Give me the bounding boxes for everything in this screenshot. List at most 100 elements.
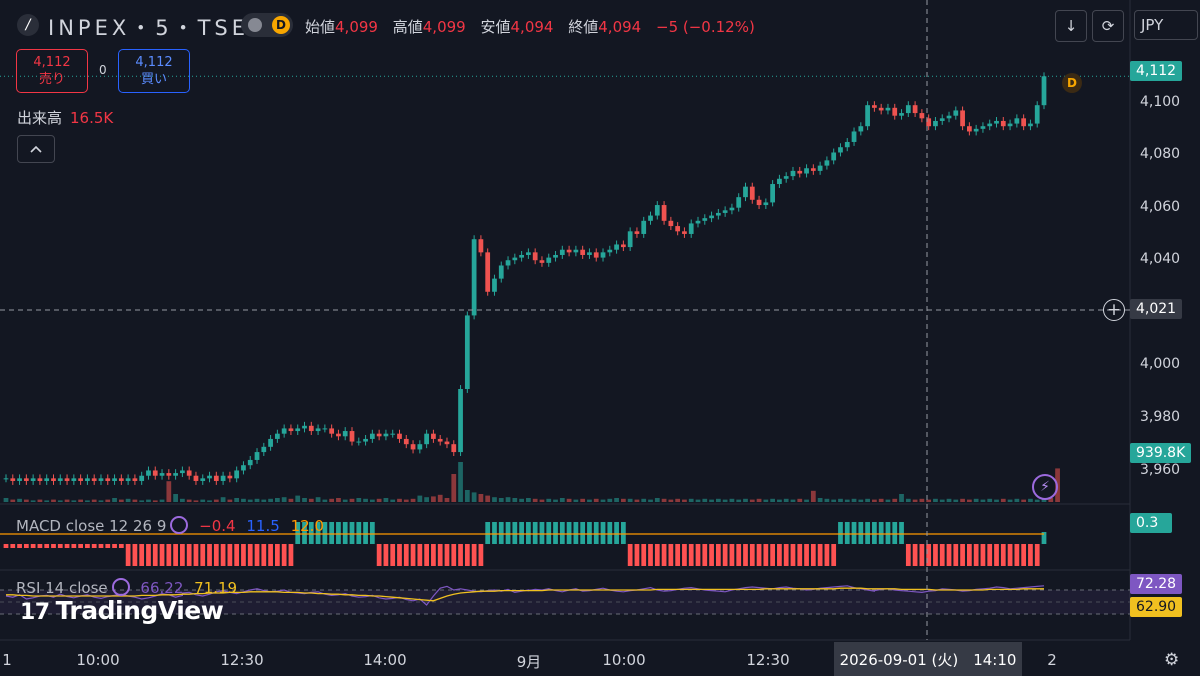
rsi-value-2: 71.19 xyxy=(194,579,238,597)
candle-body xyxy=(369,433,375,439)
volume-bar xyxy=(620,498,626,502)
replay-button[interactable]: ⟳ xyxy=(1092,10,1124,42)
buy-button[interactable]: 4,112 買い xyxy=(118,49,190,93)
candle-body xyxy=(756,199,762,206)
macd-value-3: 12.0 xyxy=(290,517,324,535)
macd-bar xyxy=(858,522,864,544)
macd-bar xyxy=(844,522,850,544)
chevron-up-icon xyxy=(30,145,42,153)
volume-bar xyxy=(315,497,321,502)
volume-bar xyxy=(892,498,898,502)
candle-body xyxy=(593,252,599,258)
volume-bar xyxy=(254,498,260,502)
volume-bar xyxy=(431,496,436,502)
volume-bar xyxy=(933,498,938,502)
symbol-name[interactable]: INPEX・5・TSE xyxy=(48,16,250,40)
candle-body xyxy=(44,478,50,481)
macd-bar xyxy=(1028,544,1033,566)
change-value: −5 (−0.12%) xyxy=(656,18,755,36)
volume-bar xyxy=(872,499,877,502)
macd-bar xyxy=(790,544,796,566)
interval-badge[interactable]: D xyxy=(241,13,293,37)
rsi-legend[interactable]: RSI 14 close 66.22 71.19 xyxy=(16,578,237,597)
macd-bar xyxy=(553,522,558,544)
rsi-value-1: 66.22 xyxy=(140,579,184,597)
candle-body xyxy=(573,249,579,253)
candle-body xyxy=(91,478,97,481)
time-axis-label: 2 xyxy=(1047,651,1057,669)
candle-body xyxy=(274,433,280,439)
macd-bar xyxy=(668,544,674,566)
dividend-marker-icon[interactable]: D xyxy=(1062,73,1082,93)
candle-body xyxy=(1007,123,1013,127)
macd-bar xyxy=(118,544,124,548)
volume-bar xyxy=(227,499,233,502)
macd-bar xyxy=(519,522,524,544)
macd-bar xyxy=(661,544,667,566)
volume-bar xyxy=(220,497,226,502)
volume-bar xyxy=(152,500,158,502)
price-axis-label: 4,000 xyxy=(1140,356,1181,372)
candle-body xyxy=(539,260,545,263)
volume-bar xyxy=(200,499,206,502)
candle-body xyxy=(844,141,850,148)
macd-legend[interactable]: MACD close 12 26 9 −0.4 11.5 12.0 xyxy=(16,516,324,535)
volume-bar xyxy=(478,494,484,502)
volume-bar xyxy=(363,498,368,502)
download-button[interactable]: ↓ xyxy=(1055,10,1087,42)
candle-body xyxy=(410,444,416,450)
candle-body xyxy=(743,186,748,198)
macd-bar xyxy=(64,544,70,548)
currency-select[interactable]: JPY xyxy=(1134,10,1198,40)
macd-bar xyxy=(329,522,335,544)
volume-bar xyxy=(566,498,572,502)
macd-bar xyxy=(973,544,979,566)
macd-bar xyxy=(478,544,484,566)
macd-bar xyxy=(1014,544,1020,566)
symbol-logo-icon[interactable]: / xyxy=(17,14,39,36)
volume-bar xyxy=(532,498,538,502)
candle-body xyxy=(641,220,647,234)
candle-body xyxy=(437,438,443,442)
candle-body xyxy=(709,215,714,219)
settings-gear-icon[interactable]: ⚙ xyxy=(1164,650,1180,670)
macd-bar xyxy=(763,544,769,566)
volume-bar xyxy=(471,492,477,502)
tradingview-logo[interactable]: 17 TradingView xyxy=(20,596,224,625)
macd-bar xyxy=(166,544,172,566)
candle-body xyxy=(227,475,233,479)
macd-settings-icon[interactable] xyxy=(170,516,189,534)
volume-bar xyxy=(1021,499,1027,502)
candle-body xyxy=(390,433,396,435)
open-value: 4,099 xyxy=(335,18,378,36)
rsi-settings-icon[interactable] xyxy=(111,578,130,596)
volume-bar xyxy=(919,498,925,502)
candle-body xyxy=(546,257,552,263)
volume-bar xyxy=(17,498,22,502)
volume-bar xyxy=(559,498,565,502)
collapse-legend-button[interactable] xyxy=(17,135,55,163)
volume-bar xyxy=(946,498,952,502)
candle-body xyxy=(295,428,301,432)
volume-bar xyxy=(308,498,314,502)
candle-body xyxy=(444,441,450,445)
sell-button[interactable]: 4,112 売り xyxy=(16,49,88,93)
macd-bar xyxy=(417,544,423,566)
candle-body xyxy=(281,428,287,434)
macd-label: MACD close 12 26 9 xyxy=(16,517,167,535)
price-axis-label: 4,100 xyxy=(1140,94,1181,110)
volume-bar xyxy=(417,495,423,502)
macd-bar xyxy=(593,522,599,544)
candle-body xyxy=(824,160,830,166)
lightning-icon[interactable]: ⚡ xyxy=(1032,474,1058,500)
macd-bar xyxy=(234,544,240,566)
add-plus-icon[interactable]: + xyxy=(1103,299,1125,321)
volume-bar xyxy=(485,495,491,502)
candle-body xyxy=(349,431,355,442)
macd-bar xyxy=(966,544,972,566)
close-label: 終値 xyxy=(568,18,599,36)
volume-bar xyxy=(403,499,409,502)
candle-body xyxy=(777,178,782,185)
macd-bar xyxy=(539,522,545,544)
